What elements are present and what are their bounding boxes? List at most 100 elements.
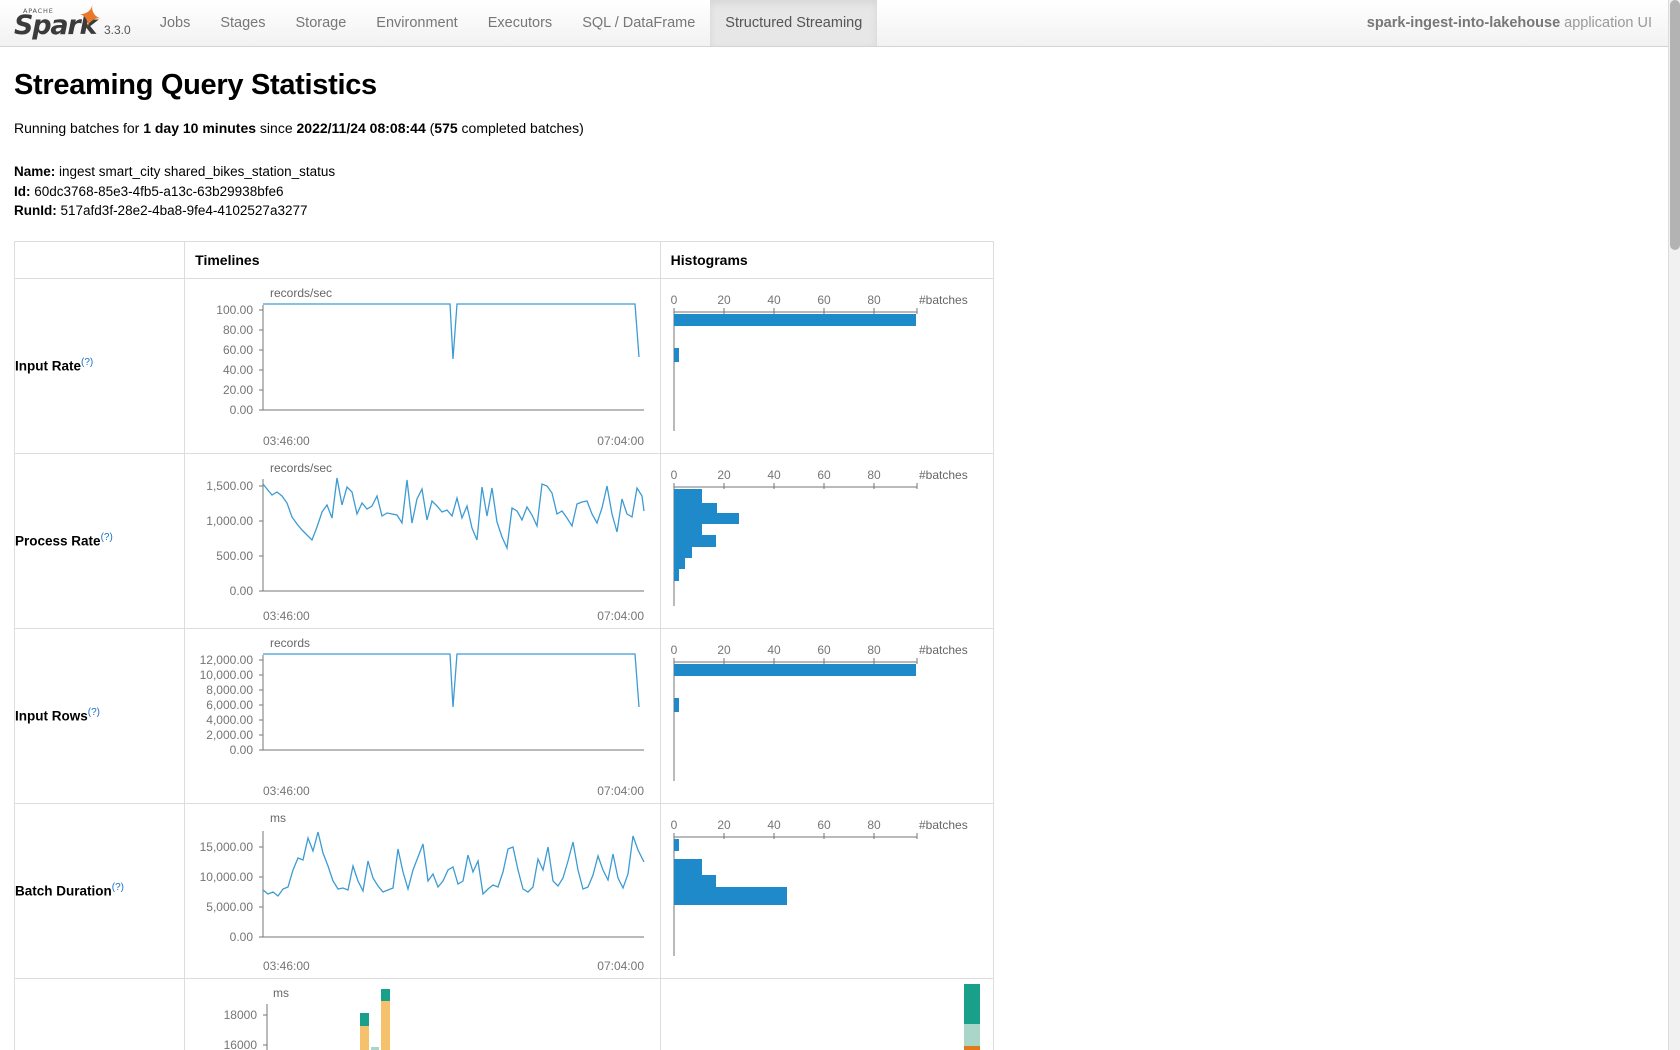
hist-bar	[673, 557, 685, 569]
stacked-bar-segment	[381, 1000, 391, 1050]
batch-duration-xaxis: 03:46:00 07:04:00	[263, 959, 644, 973]
table-row-input-rate: Input Rate(?) records/sec 100.00 80.00 6…	[13, 277, 995, 454]
xtick: 0	[670, 293, 677, 307]
ytick: 80.00	[223, 323, 253, 337]
running-batches-suffix: completed batches)	[461, 120, 584, 136]
row-label-text: Input Rate	[15, 358, 81, 374]
hist-bar	[673, 858, 702, 875]
ytick: 1,500.00	[206, 479, 253, 493]
page-scrollbar[interactable]	[1668, 0, 1680, 1050]
running-prefix: Running batches for	[14, 120, 140, 136]
nav-item-sql-dataframe[interactable]: SQL / DataFrame	[582, 15, 696, 31]
histogram-cell-batch-duration: 0 20 40 60 80 #batches	[659, 802, 995, 979]
histogram-cell-input-rows: 0 20 40 60 80 #batches	[659, 627, 995, 804]
ytick: 1,000.00	[206, 514, 253, 528]
xtick: 03:46:00	[263, 609, 310, 623]
input-rate-unit-label: records/sec	[270, 286, 332, 300]
query-name-row: Name: ingest smart_city shared_bikes_sta…	[14, 162, 1654, 182]
batch-duration-series	[262, 831, 645, 897]
histogram-cell-process-rate: 0 20 40 60 80 #batches	[659, 452, 995, 629]
hist-bar	[673, 874, 716, 887]
input-rows-xaxis: 03:46:00 07:04:00	[263, 784, 644, 798]
ytick: 40.00	[223, 363, 253, 377]
xtick: 03:46:00	[263, 959, 310, 973]
xtick: 60	[817, 643, 831, 657]
xtick: 40	[767, 818, 781, 832]
input-rate-series	[263, 302, 640, 359]
xtick: 07:04:00	[597, 784, 644, 798]
help-icon[interactable]: (?)	[111, 882, 124, 894]
query-name-value: ingest smart_city shared_bikes_station_s…	[59, 164, 336, 179]
ytick: 2,000.00	[206, 728, 253, 742]
hist-bar	[673, 512, 739, 524]
batch-duration-histogram-chart: 0 20 40 60 80 #batches	[670, 818, 967, 956]
timeline-cell-process-rate: records/sec 1,500.00 1,000.00 500.00 0.0…	[184, 452, 661, 629]
stacked-bar-segment	[360, 1012, 370, 1026]
query-id-row: Id: 60dc3768-85e3-4fb5-a13c-63b29938bfe6	[14, 182, 1654, 202]
input-rows-histogram-chart: 0 20 40 60 80 #batches	[670, 643, 968, 781]
operation-duration-unit-label: ms	[273, 986, 289, 1000]
input-rate-xaxis: 03:46:00 07:04:00	[263, 434, 644, 448]
row-label-text: Input Rows	[15, 708, 88, 724]
table-row-batch-duration: Batch Duration(?) ms 15,000.00 10,000.00…	[13, 802, 995, 979]
help-icon[interactable]: (?)	[100, 532, 113, 544]
help-icon[interactable]: (?)	[87, 707, 100, 719]
process-rate-histogram-chart: 0 20 40 60 80 #batches	[670, 468, 967, 606]
scrollbar-thumb[interactable]	[1670, 0, 1680, 250]
nav-item-structured-streaming[interactable]: Structured Streaming	[710, 0, 878, 46]
ytick: 8,000.00	[206, 683, 253, 697]
timeline-cell-operation-duration: ms 18000 16000	[184, 977, 661, 1050]
spark-star-icon: ✦	[73, 0, 106, 37]
hist-bar	[673, 534, 716, 547]
process-rate-xaxis: 03:46:00 07:04:00	[263, 609, 644, 623]
nav-item-storage[interactable]: Storage	[295, 15, 347, 31]
timeline-cell-input-rows: records 12,000.00 10,000.00 8,000.00 6,0…	[184, 627, 661, 804]
xtick: 03:46:00	[263, 434, 310, 448]
running-paren-open: (	[429, 120, 435, 136]
input-rate-histogram-chart: 0 20 40 60 80 #batches	[670, 293, 967, 431]
table-row-process-rate: Process Rate(?) records/sec 1,500.00 1,0…	[13, 452, 995, 629]
input-rows-hist-unit: #batches	[919, 643, 968, 657]
nav-item-stages[interactable]: Stages	[220, 15, 266, 31]
nav-item-executors[interactable]: Executors	[487, 15, 553, 31]
xtick: 40	[767, 643, 781, 657]
hist-bar	[673, 886, 787, 905]
ytick: 16000	[224, 1038, 258, 1050]
row-label-text: Batch Duration	[15, 883, 112, 899]
stacked-bar-segment	[963, 1023, 980, 1046]
query-id-label: Id:	[14, 183, 31, 199]
table-row-input-rows: Input Rows(?) records 12,000.00 10,000.0…	[13, 627, 995, 804]
query-runid-label: RunId:	[14, 203, 57, 218]
spark-wordmark: Spark	[14, 10, 97, 41]
ytick: 6,000.00	[206, 698, 253, 712]
timeline-cell-batch-duration: ms 15,000.00 10,000.00 5,000.00 0.00 03:…	[184, 802, 661, 979]
row-label-process-rate: Process Rate(?)	[13, 452, 186, 629]
xtick: 20	[717, 818, 731, 832]
nav-item-environment[interactable]: Environment	[376, 15, 458, 31]
ytick: 5,000.00	[206, 900, 253, 914]
query-runid-row: RunId: 517afd3f-28e2-4ba8-9fe4-4102527a3…	[14, 201, 1654, 221]
xtick: 20	[717, 293, 731, 307]
xtick: 40	[767, 293, 781, 307]
process-rate-timeline-chart: records/sec 1,500.00 1,000.00 500.00 0.0…	[206, 461, 645, 598]
row-label-batch-duration: Batch Duration(?)	[13, 802, 186, 979]
nav-item-jobs[interactable]: Jobs	[159, 15, 191, 31]
process-rate-unit-label: records/sec	[270, 461, 332, 475]
xtick: 07:04:00	[597, 609, 644, 623]
stacked-bar-segment	[371, 1046, 380, 1050]
apache-label: APACHE	[23, 7, 54, 15]
stacked-bar-segment	[963, 983, 980, 1024]
ytick: 500.00	[216, 549, 253, 563]
application-title: spark-ingest-into-lakehouse application U…	[1367, 0, 1668, 46]
input-rate-timeline-chart: records/sec 100.00 80.00 60.00 40.00 20.…	[216, 286, 645, 417]
ytick: 0.00	[230, 403, 254, 417]
help-icon[interactable]: (?)	[81, 357, 94, 369]
hist-bar	[673, 313, 916, 326]
hist-bar	[673, 838, 679, 851]
ytick: 12,000.00	[200, 653, 254, 667]
batch-duration-unit-label: ms	[270, 811, 286, 825]
input-rows-series	[263, 652, 640, 707]
spark-logo-link[interactable]: APACHE Spark ✦ 3.3.0	[0, 0, 131, 46]
timeline-cell-input-rate: records/sec 100.00 80.00 60.00 40.00 20.…	[184, 277, 661, 454]
spark-version: 3.3.0	[104, 23, 131, 37]
